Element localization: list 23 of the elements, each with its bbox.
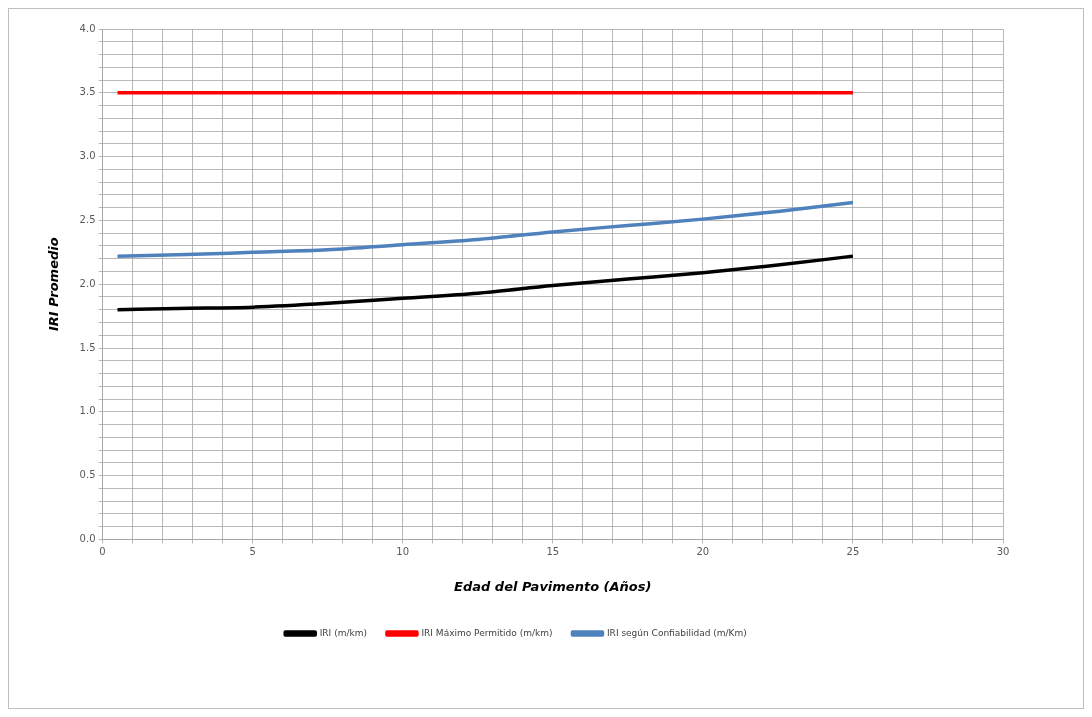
x-tick-label: 30: [996, 545, 1010, 557]
x-tick-label: 25: [846, 545, 860, 557]
y-tick-label: 0.0: [79, 532, 96, 544]
line-series: [115, 200, 855, 258]
x-tick-label: 0: [99, 545, 106, 557]
y-tick-label: 4.0: [79, 22, 96, 34]
y-tick-label: 1.5: [79, 341, 96, 353]
y-tick-label: 0.5: [79, 469, 96, 481]
y-tick-label: 3.5: [79, 86, 96, 98]
x-axis-title: Edad del Pavimento (Años): [454, 578, 652, 594]
line-series: [115, 254, 855, 312]
legend-label: IRI Máximo Permitido (m/km): [421, 627, 553, 638]
x-tick-label: 5: [249, 545, 256, 557]
legend-label: IRI según Confiabilidad (m/Km): [606, 627, 747, 638]
x-tick-label: 15: [546, 545, 560, 557]
y-tick-label: 2.0: [79, 277, 96, 289]
x-tick-label: 10: [396, 545, 410, 557]
y-axis-title: IRI Promedio: [46, 237, 62, 332]
y-tick-label: 2.5: [79, 213, 96, 225]
y-tick-label: 3.0: [79, 150, 96, 162]
y-tick-label: 1.0: [79, 405, 96, 417]
legend-label: IRI (m/km): [319, 627, 367, 638]
x-tick-label: 20: [696, 545, 710, 557]
